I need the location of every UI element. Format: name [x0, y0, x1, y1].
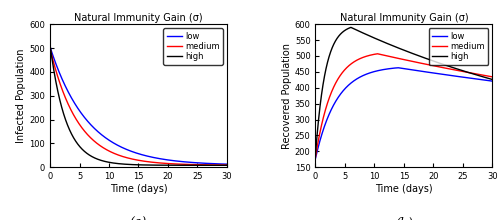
high	[219, 164, 225, 167]
Legend: low, medium, high: low, medium, high	[428, 28, 488, 64]
low	[133, 152, 139, 154]
low	[490, 80, 496, 82]
Line: low: low	[316, 68, 492, 158]
Text: (b): (b)	[395, 217, 413, 220]
Line: medium: medium	[316, 54, 492, 157]
high	[484, 77, 490, 79]
Legend: low, medium, high: low, medium, high	[163, 28, 223, 64]
medium	[452, 69, 458, 71]
low	[56, 71, 62, 73]
low	[452, 75, 458, 77]
X-axis label: Time (days): Time (days)	[375, 184, 433, 194]
high	[128, 163, 134, 166]
Line: high: high	[50, 44, 227, 165]
Y-axis label: Recovered Population: Recovered Population	[282, 43, 292, 149]
medium	[224, 164, 230, 166]
high	[312, 153, 318, 156]
high	[490, 78, 496, 81]
Y-axis label: Infected Population: Infected Population	[16, 48, 26, 143]
medium	[56, 79, 62, 82]
X-axis label: Time (days): Time (days)	[110, 184, 168, 194]
high	[186, 164, 192, 167]
high	[224, 164, 230, 167]
Text: (a): (a)	[130, 217, 147, 220]
Title: Natural Immunity Gain (σ): Natural Immunity Gain (σ)	[74, 13, 203, 23]
Line: medium: medium	[50, 48, 227, 165]
low	[219, 163, 225, 165]
medium	[186, 163, 192, 166]
low	[224, 163, 230, 165]
low	[128, 150, 134, 153]
medium	[47, 47, 53, 50]
Line: high: high	[316, 27, 492, 154]
low	[47, 46, 53, 48]
high	[56, 95, 62, 98]
medium	[219, 164, 225, 166]
high	[47, 43, 53, 46]
medium	[398, 58, 404, 60]
medium	[128, 158, 134, 160]
medium	[133, 159, 139, 161]
low	[484, 79, 490, 82]
high	[484, 77, 490, 79]
Line: low: low	[50, 47, 227, 164]
low	[186, 161, 192, 163]
high	[398, 48, 404, 51]
high	[219, 164, 225, 167]
low	[322, 125, 328, 127]
medium	[490, 75, 496, 78]
medium	[394, 57, 400, 59]
Title: Natural Immunity Gain (σ): Natural Immunity Gain (σ)	[340, 13, 468, 23]
medium	[484, 75, 490, 77]
medium	[374, 52, 380, 55]
medium	[312, 156, 318, 158]
low	[395, 66, 401, 69]
medium	[484, 75, 490, 77]
medium	[219, 164, 225, 166]
high	[322, 75, 328, 77]
low	[484, 79, 490, 82]
low	[219, 163, 225, 165]
high	[394, 46, 400, 49]
medium	[322, 112, 328, 114]
high	[452, 67, 458, 70]
low	[312, 157, 318, 160]
low	[394, 66, 400, 69]
low	[398, 67, 404, 70]
high	[348, 26, 354, 29]
high	[133, 163, 139, 166]
